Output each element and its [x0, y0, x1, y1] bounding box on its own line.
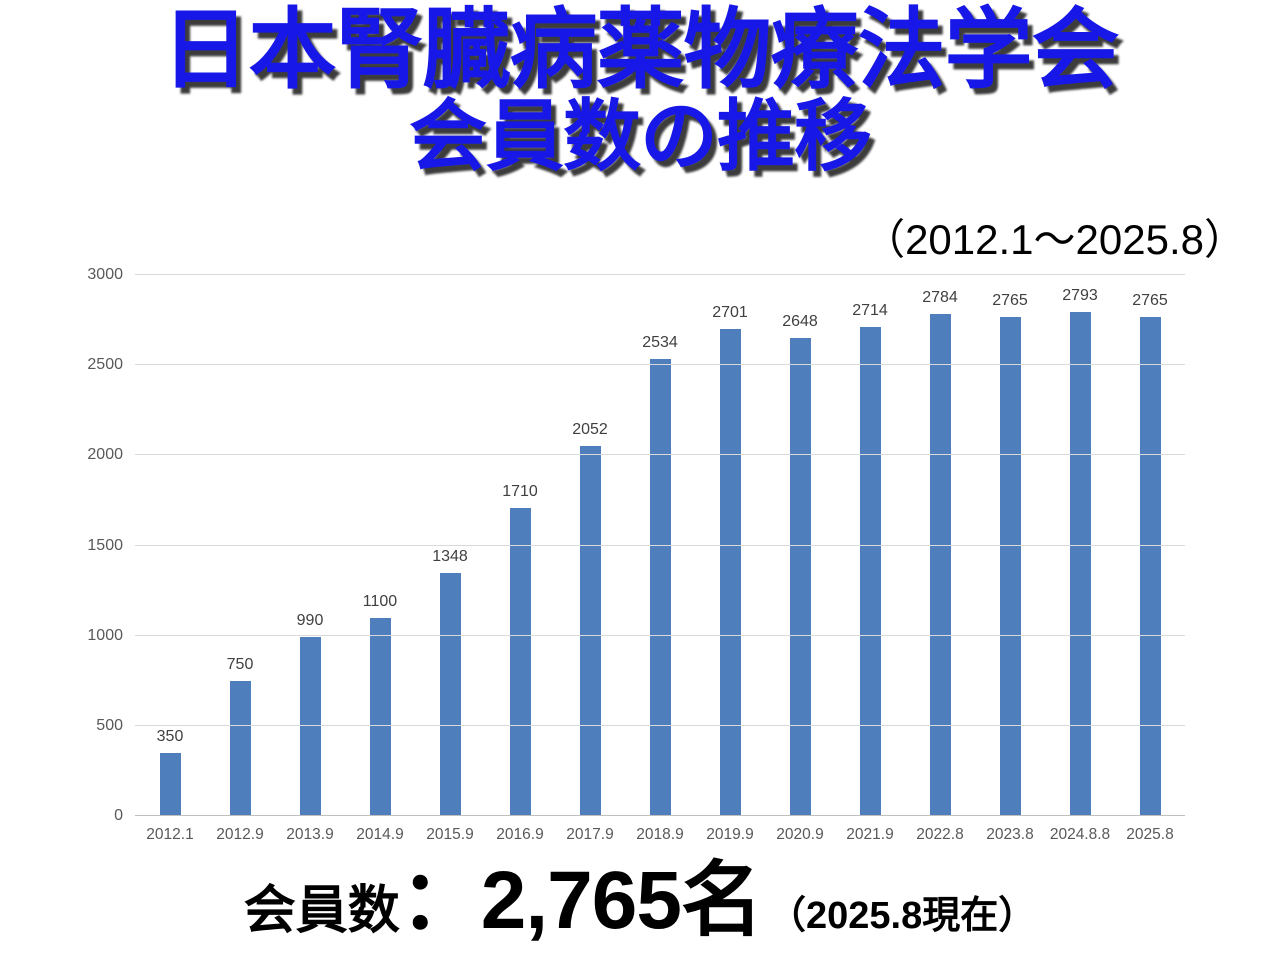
x-tick-label: 2015.9 — [426, 826, 474, 843]
bar-value-label: 2052 — [572, 420, 608, 438]
bar-slot: 2534 — [625, 275, 695, 816]
gridline — [135, 634, 1185, 636]
bar-value-label: 2765 — [1132, 292, 1168, 310]
title-line-1: 日本腎臓病薬物療法学会 — [161, 0, 1119, 99]
bar-value-label: 2793 — [1062, 287, 1098, 305]
x-tick-label: 2025.8 — [1126, 826, 1174, 843]
bar-slot: 2714 — [835, 275, 905, 816]
bar-value-label: 2765 — [992, 292, 1028, 310]
x-tick-label: 2019.9 — [706, 826, 754, 843]
x-tick-label: 2024.8.8 — [1049, 826, 1111, 843]
x-tick-label: 2020.9 — [776, 826, 824, 843]
bar-slot: 2765 — [975, 275, 1045, 816]
gridline — [135, 274, 1185, 275]
bar — [719, 328, 741, 816]
x-tick-label: 2023.8 — [986, 826, 1034, 843]
bar-slot: 1710 — [485, 275, 555, 816]
x-tick-label: 2012.9 — [216, 826, 264, 843]
bar-series: 350 750 990 1100 1348 1710 2052 2534 2701 2648 271… — [135, 275, 1185, 816]
bar — [299, 637, 321, 816]
bar-value-label: 350 — [156, 727, 184, 745]
bar — [509, 507, 531, 816]
bar-value-label: 1100 — [362, 592, 398, 610]
x-tick-label: 2021.9 — [846, 826, 894, 843]
y-tick-label: 1000 — [87, 626, 123, 644]
y-tick-label: 0 — [114, 807, 123, 824]
bar-slot: 1348 — [415, 275, 485, 816]
bar-slot: 1100 — [345, 275, 415, 816]
bar — [649, 359, 671, 816]
x-tick-label: 2017.9 — [566, 826, 614, 843]
bar-value-label: 2648 — [782, 313, 818, 331]
gridline — [135, 544, 1185, 546]
bar-value-label: 2534 — [642, 334, 678, 352]
bar — [1139, 317, 1161, 816]
bar-value-label: 2784 — [922, 288, 958, 306]
bar-slot: 2701 — [695, 275, 765, 816]
bar — [579, 445, 601, 816]
y-tick-label: 2500 — [87, 356, 123, 374]
y-tick-label: 1500 — [87, 536, 123, 554]
x-tick-label: 2022.8 — [916, 826, 964, 843]
date-range-label: （2012.1～2025.8） — [863, 216, 1246, 263]
member-count-summary: 会員数 ：2,765名 （2025.8現在） — [0, 833, 1280, 952]
bar-slot: 2765 — [1115, 275, 1185, 816]
bar — [439, 572, 461, 816]
bar — [929, 313, 951, 816]
bar-chart: 350 750 990 1100 1348 1710 2052 2534 2701 2648 271… — [87, 266, 1185, 824]
bar-slot: 990 — [275, 275, 345, 816]
x-tick-label: 2013.9 — [286, 826, 334, 843]
member-count-note: （2025.8現在） — [767, 895, 1037, 937]
y-tick-label: 2000 — [87, 446, 123, 464]
bar — [159, 752, 181, 816]
bar-slot: 750 — [205, 275, 275, 816]
x-tick-label: 2018.9 — [636, 826, 684, 843]
x-axis-line — [135, 815, 1185, 816]
member-count-label: 会員数 — [243, 882, 400, 940]
bar — [1069, 312, 1091, 816]
bar-slot: 2793 — [1045, 275, 1115, 816]
bar-value-label: 1710 — [502, 482, 538, 500]
x-axis: 2012.1 2012.9 2013.9 2014.9 2015.9 2016.9 2017… — [135, 826, 1185, 844]
bar — [229, 680, 251, 816]
gridline — [135, 454, 1185, 456]
bar-value-label: 990 — [296, 612, 324, 630]
page-title: 日本腎臓病薬物療法学会 会員数の推移 — [0, 0, 1280, 181]
bar-slot: 350 — [135, 275, 205, 816]
bar-value-label: 1348 — [432, 547, 468, 565]
bar — [789, 338, 811, 816]
bar-slot: 2648 — [765, 275, 835, 816]
bar — [369, 617, 391, 816]
y-tick-label: 500 — [96, 716, 123, 734]
gridline — [135, 364, 1185, 366]
bar-value-label: 2714 — [852, 301, 888, 319]
y-tick-label: 3000 — [87, 266, 123, 283]
bar-slot: 2784 — [905, 275, 975, 816]
bar — [859, 326, 881, 816]
bar-slot: 2052 — [555, 275, 625, 816]
bar — [999, 317, 1021, 816]
gridline — [135, 724, 1185, 726]
title-line-2: 会員数の推移 — [408, 92, 872, 181]
member-count-value: ：2,765名 — [399, 855, 763, 946]
x-tick-label: 2012.1 — [146, 826, 194, 843]
x-tick-label: 2014.9 — [356, 826, 404, 843]
bar-value-label: 2701 — [712, 303, 748, 321]
bar-value-label: 750 — [226, 655, 254, 673]
x-tick-label: 2016.9 — [496, 826, 544, 843]
